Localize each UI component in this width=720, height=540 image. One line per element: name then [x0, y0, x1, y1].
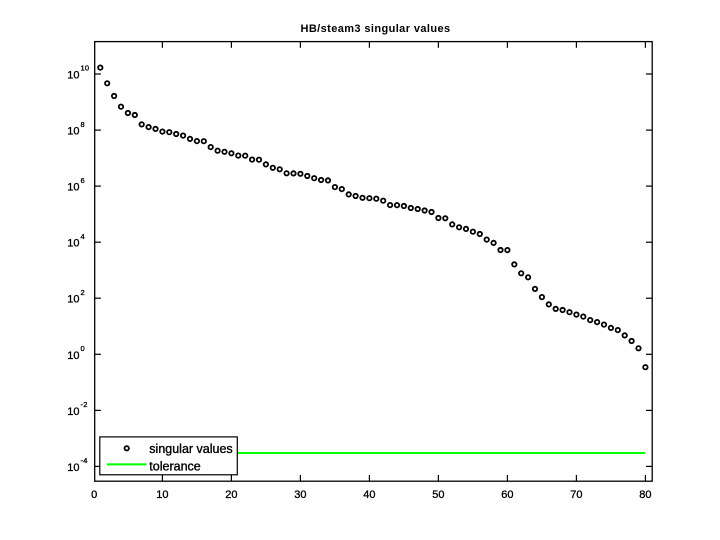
svg-text:10: 10: [67, 294, 79, 306]
svg-text:10: 10: [67, 70, 79, 82]
svg-text:singular values: singular values: [149, 442, 232, 456]
svg-text:80: 80: [639, 489, 651, 501]
svg-text:10: 10: [67, 126, 79, 138]
svg-text:10: 10: [67, 350, 79, 362]
svg-text:10: 10: [156, 489, 168, 501]
svg-text:40: 40: [363, 489, 375, 501]
svg-text:6: 6: [81, 176, 85, 185]
svg-text:4: 4: [81, 232, 85, 241]
svg-text:10: 10: [67, 238, 79, 250]
svg-text:0: 0: [91, 489, 97, 501]
svg-text:10: 10: [67, 406, 79, 418]
svg-text:20: 20: [225, 489, 237, 501]
svg-text:60: 60: [501, 489, 513, 501]
svg-text:tolerance: tolerance: [149, 460, 200, 474]
svg-text:0: 0: [81, 344, 85, 353]
svg-text:8: 8: [81, 120, 85, 129]
svg-text:2: 2: [81, 288, 85, 297]
svg-text:HB/steam3 singular values: HB/steam3 singular values: [300, 23, 450, 35]
svg-text:-2: -2: [81, 400, 88, 409]
svg-text:50: 50: [432, 489, 444, 501]
svg-text:10: 10: [81, 64, 90, 73]
svg-text:-4: -4: [81, 456, 88, 465]
svg-text:10: 10: [67, 182, 79, 194]
svg-text:10: 10: [67, 462, 79, 474]
svg-text:30: 30: [294, 489, 306, 501]
svg-text:70: 70: [570, 489, 582, 501]
